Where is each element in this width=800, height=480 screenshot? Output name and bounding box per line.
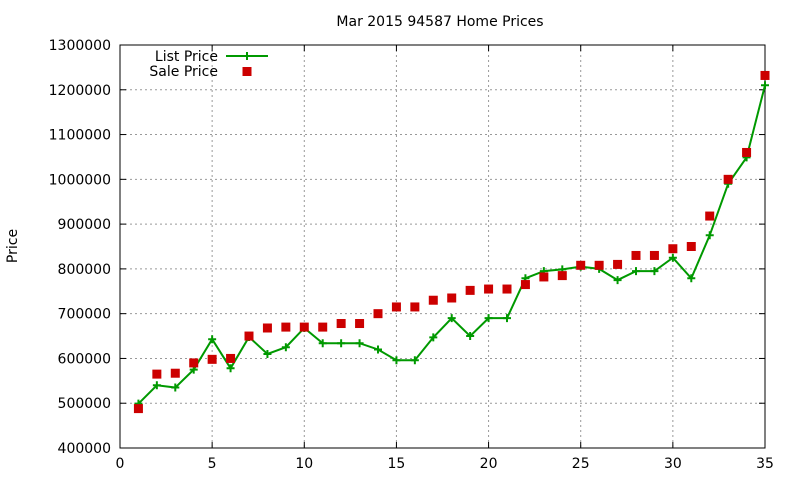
data-point <box>557 271 567 281</box>
x-tick-label: 0 <box>116 456 125 472</box>
y-tick-label: 1200000 <box>49 83 111 99</box>
plot-frame <box>119 44 766 449</box>
legend-label-list-price: List Price <box>155 49 218 65</box>
data-point <box>318 339 327 348</box>
data-point <box>484 314 493 323</box>
data-point <box>503 314 511 323</box>
data-point <box>207 354 217 364</box>
data-point <box>355 339 364 348</box>
y-tick-label: 1300000 <box>49 38 111 54</box>
axes: 0 5 10 15 20 25 30 35 400000 500000 600000 700000 80… <box>49 38 774 472</box>
data-point <box>392 356 401 365</box>
data-point <box>668 253 677 262</box>
data-point <box>484 284 494 294</box>
y-tick-label: 1100000 <box>49 128 111 144</box>
data-point <box>761 81 769 90</box>
data-point <box>374 345 382 354</box>
data-point <box>705 231 714 240</box>
x-tick-label: 15 <box>388 456 406 472</box>
data-point <box>668 244 678 254</box>
x-tick-label: 30 <box>664 456 682 472</box>
legend-marker-sale-price <box>242 67 252 76</box>
data-point <box>613 259 623 269</box>
data-point <box>613 276 622 285</box>
x-tick-label: 10 <box>295 456 313 472</box>
data-point <box>133 404 143 414</box>
data-point <box>539 272 549 282</box>
data-point <box>226 364 235 373</box>
y-tick-label: 800000 <box>58 262 111 278</box>
data-point <box>410 302 420 312</box>
data-point <box>152 381 161 390</box>
y-tick-label: 700000 <box>58 307 111 323</box>
x-tick-label: 35 <box>756 456 774 472</box>
data-point <box>465 285 475 295</box>
x-tick-label: 5 <box>208 456 217 472</box>
data-point <box>208 335 217 344</box>
series-layer <box>133 70 770 414</box>
data-point <box>299 322 309 332</box>
data-point <box>723 174 733 184</box>
data-point <box>429 333 438 342</box>
data-point <box>502 284 512 294</box>
data-point <box>649 250 659 260</box>
y-tick-label: 600000 <box>58 351 111 367</box>
data-point <box>594 260 604 270</box>
data-point <box>226 353 236 363</box>
legend-marker-list-price <box>243 52 251 60</box>
y-tick-label: 400000 <box>58 441 111 457</box>
legend-label-sale-price: Sale Price <box>149 64 218 80</box>
y-axis-label: Price <box>5 229 21 263</box>
data-point <box>447 293 457 303</box>
data-point <box>391 302 401 312</box>
data-point <box>189 358 199 368</box>
data-point <box>742 147 752 157</box>
data-point <box>262 323 272 333</box>
x-tick-label: 20 <box>480 456 498 472</box>
data-point <box>336 319 346 329</box>
y-tick-label: 900000 <box>58 217 111 233</box>
data-point <box>686 242 696 251</box>
data-point <box>760 70 770 80</box>
data-point <box>428 295 438 305</box>
data-point <box>281 322 291 332</box>
data-point <box>687 274 696 283</box>
data-point <box>650 267 659 276</box>
data-point <box>410 356 419 365</box>
data-point <box>337 339 346 348</box>
y-tick-label: 500000 <box>58 396 111 412</box>
data-point <box>631 250 641 260</box>
data-point <box>244 331 254 341</box>
y-tick-label: 1000000 <box>49 172 111 188</box>
data-point <box>355 319 365 329</box>
data-point <box>171 383 180 392</box>
data-point <box>447 314 456 323</box>
x-tick-label: 25 <box>572 456 590 472</box>
data-point <box>263 349 272 358</box>
chart-title: Mar 2015 94587 Home Prices <box>336 14 543 30</box>
data-point <box>373 309 383 319</box>
grid <box>120 45 765 448</box>
data-point <box>318 322 328 332</box>
data-point <box>520 280 530 290</box>
data-point <box>632 267 640 276</box>
data-point <box>170 368 180 378</box>
data-point <box>705 211 715 221</box>
data-point <box>281 343 290 352</box>
data-point <box>152 369 162 379</box>
legend: List Price Sale Price <box>149 49 268 80</box>
data-point <box>576 260 586 270</box>
series-sale-price <box>133 70 770 414</box>
data-point <box>466 332 475 341</box>
